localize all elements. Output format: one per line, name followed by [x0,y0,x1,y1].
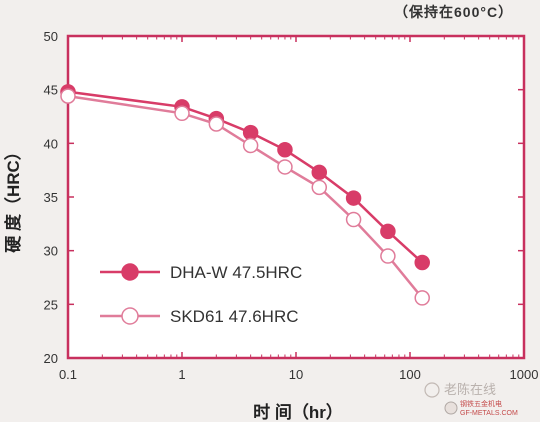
x-axis: 0.1 1 10 100 1000 [59,36,539,382]
x-tick-label: 100 [399,367,421,382]
data-point-series-1 [380,223,396,240]
watermark-site-en: GF-METALS.COM [460,410,518,417]
data-point-series-2 [277,159,293,175]
y-axis-label: 硬 度（HRC） [3,143,23,253]
x-axis-label: 时 间（hr） [253,402,343,422]
y-axis: 20 25 30 35 40 45 50 [44,29,524,366]
y-tick-label: 35 [44,190,58,205]
legend-label-2: SKD61 47.6HRC [170,307,299,326]
data-point-series-2 [174,105,190,122]
watermark-site-cn: 钢铁五金机电 [460,399,502,408]
data-point-series-2 [345,211,362,228]
x-tick-label: 1000 [510,367,539,382]
data-point-series-2 [242,137,259,154]
data-point-series-1 [345,190,362,206]
data-point-series-2 [311,179,328,196]
x-tick-label: 10 [289,367,303,382]
watermark-logo-icon [444,401,458,415]
data-point-series-2 [208,116,225,132]
data-point-series-2 [60,88,76,104]
temperature-note: （保持在600°C） [394,4,513,20]
legend-marker-1 [121,263,139,281]
data-point-series-1 [242,124,259,141]
data-point-series-2 [414,290,430,306]
series-layer [60,84,430,306]
x-tick-label: 1 [178,367,185,382]
y-tick-label: 40 [44,136,58,151]
data-point-series-1 [414,254,430,271]
legend-label-1: DHA-W 47.5HRC [170,263,302,282]
y-tick-label: 50 [44,29,58,44]
x-tick-label: 0.1 [59,367,77,382]
y-tick-label: 20 [44,351,58,366]
plot-area [66,34,526,360]
watermark-handle: 老陈在线 [444,382,496,397]
watermark: 老陈在线 钢铁五金机电 GF-METALS.COM [424,382,518,417]
y-tick-label: 30 [44,244,58,259]
y-tick-label: 25 [44,297,58,312]
legend-marker-2 [121,307,139,325]
data-point-series-1 [311,164,328,181]
legend: DHA-W 47.5HRC SKD61 47.6HRC [100,263,302,326]
data-point-series-2 [380,248,396,264]
watermark-chat-icon [424,382,440,398]
data-point-series-1 [277,142,293,158]
y-tick-label: 45 [44,83,58,98]
